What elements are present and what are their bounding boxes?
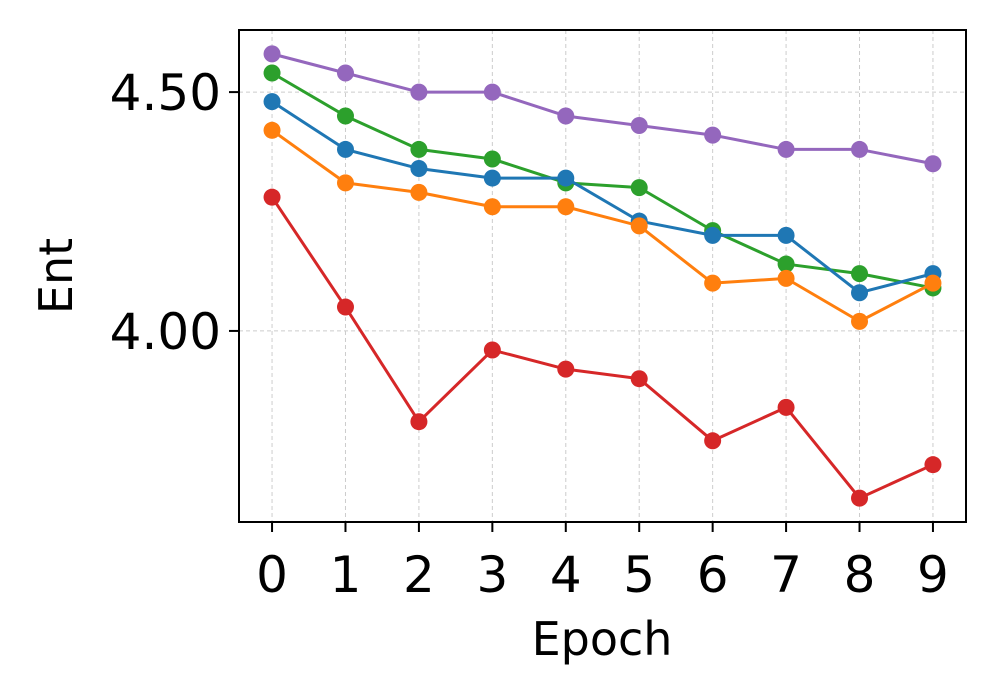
x-tick-label: 0 [256,546,288,604]
plot-frame [238,29,967,523]
data-point [630,117,648,135]
data-point [483,83,501,101]
data-point [483,150,501,168]
series-group [263,45,942,507]
data-point [777,226,795,244]
data-point [777,255,795,273]
data-point [924,155,942,173]
series-line [271,129,934,323]
data-point [410,413,428,431]
series-line [271,71,934,290]
data-point [777,269,795,287]
data-point [851,140,869,158]
data-point [777,140,795,158]
data-point [483,169,501,187]
data-point [704,432,722,450]
data-point [336,298,354,316]
data-point [924,456,942,474]
data-point [336,107,354,125]
data-point [263,64,281,82]
y-tick-label: 4.50 [110,64,221,122]
data-point [851,284,869,302]
data-point [336,174,354,192]
data-point [410,183,428,201]
data-point [336,64,354,82]
series-line [271,100,934,295]
data-point [851,312,869,330]
data-point [263,93,281,111]
x-tick-label: 4 [550,546,582,604]
data-point [557,107,575,125]
data-point [410,140,428,158]
y-axis-title: Ent [29,238,83,314]
x-tick-label: 7 [770,546,802,604]
series-line [270,196,934,500]
x-tick-label: 1 [330,546,362,604]
x-tick-label: 5 [623,546,655,604]
data-point [630,179,648,197]
data-point [557,169,575,187]
data-point [704,226,722,244]
data-point [557,360,575,378]
data-point [851,489,869,507]
x-tick-label: 3 [476,546,508,604]
data-point [336,140,354,158]
data-point [851,265,869,283]
data-point [557,198,575,216]
x-tick-label: 9 [917,546,949,604]
data-point [483,341,501,359]
data-point [263,121,281,139]
x-tick-label: 6 [697,546,729,604]
data-point [777,398,795,416]
x-tick-label: 2 [403,546,435,604]
data-point [263,188,281,206]
data-point [630,370,648,388]
data-point [630,217,648,235]
data-point [924,274,942,292]
data-point [263,45,281,63]
y-tick-label: 4.00 [110,303,221,361]
y-axis: 4.00 4.50 [110,64,239,361]
data-point [704,274,722,292]
x-axis-title: Epoch [532,612,673,666]
series-line [271,52,934,166]
data-point [483,198,501,216]
data-point [410,83,428,101]
x-tick-label: 8 [844,546,876,604]
data-point [410,160,428,178]
data-point [704,126,722,144]
